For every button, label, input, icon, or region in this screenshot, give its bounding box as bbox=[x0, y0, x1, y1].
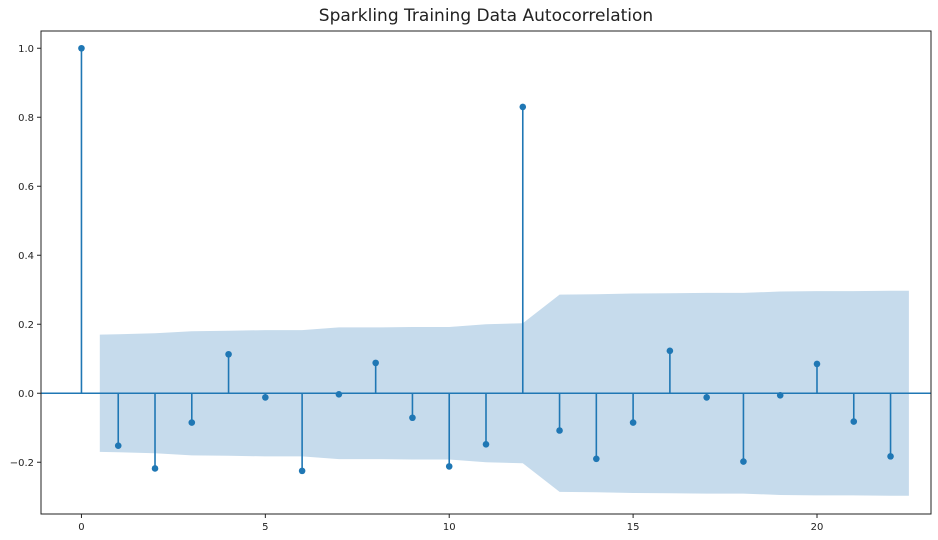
marker-lag-22 bbox=[887, 453, 894, 460]
axes-frame bbox=[40, 30, 932, 515]
marker-lag-3 bbox=[188, 419, 196, 426]
marker-lag-21 bbox=[850, 418, 858, 425]
marker-lag-9 bbox=[409, 414, 416, 422]
marker-lag-11 bbox=[482, 441, 490, 448]
marker-lag-1 bbox=[114, 442, 122, 449]
x-tick-label: 20 bbox=[811, 522, 824, 533]
y-axis: −0.2 0.0 0.2 0.4 0.6 0.8 1.0 bbox=[10, 44, 41, 469]
chart-title: Sparkling Training Data Autocorrelation bbox=[319, 6, 653, 26]
marker-lag-17 bbox=[703, 394, 710, 401]
marker-lag-15 bbox=[629, 419, 637, 426]
marker-lag-14 bbox=[593, 455, 600, 463]
y-tick-label: 0.0 bbox=[18, 389, 34, 400]
marker-lag-16 bbox=[666, 347, 674, 355]
x-tick-label: 0 bbox=[78, 522, 84, 533]
marker-lag-10 bbox=[445, 463, 453, 470]
marker-lag-6 bbox=[298, 467, 306, 475]
marker-lag-5 bbox=[262, 394, 269, 401]
marker-lag-4 bbox=[225, 350, 232, 358]
y-tick-label: −0.2 bbox=[10, 458, 34, 469]
marker-lag-7 bbox=[335, 390, 343, 398]
plot-area bbox=[41, 44, 931, 496]
x-tick-label: 15 bbox=[627, 522, 640, 533]
x-tick-label: 10 bbox=[443, 522, 456, 533]
y-tick-label: 0.2 bbox=[18, 320, 34, 331]
y-tick-label: 0.6 bbox=[18, 182, 34, 193]
marker-lag-13 bbox=[556, 427, 563, 434]
x-tick-label: 5 bbox=[262, 522, 268, 533]
y-tick-label: 0.8 bbox=[18, 113, 34, 124]
marker-lag-18 bbox=[740, 458, 747, 465]
marker-lag-0 bbox=[78, 44, 85, 52]
y-tick-label: 1.0 bbox=[18, 44, 34, 55]
marker-lag-8 bbox=[372, 359, 379, 367]
x-axis: 0 5 10 15 20 bbox=[78, 514, 823, 533]
y-tick-label: 0.4 bbox=[18, 251, 34, 262]
marker-lag-2 bbox=[151, 465, 159, 472]
marker-lag-12 bbox=[519, 103, 527, 111]
marker-lag-20 bbox=[813, 360, 821, 368]
marker-lag-19 bbox=[776, 392, 784, 399]
